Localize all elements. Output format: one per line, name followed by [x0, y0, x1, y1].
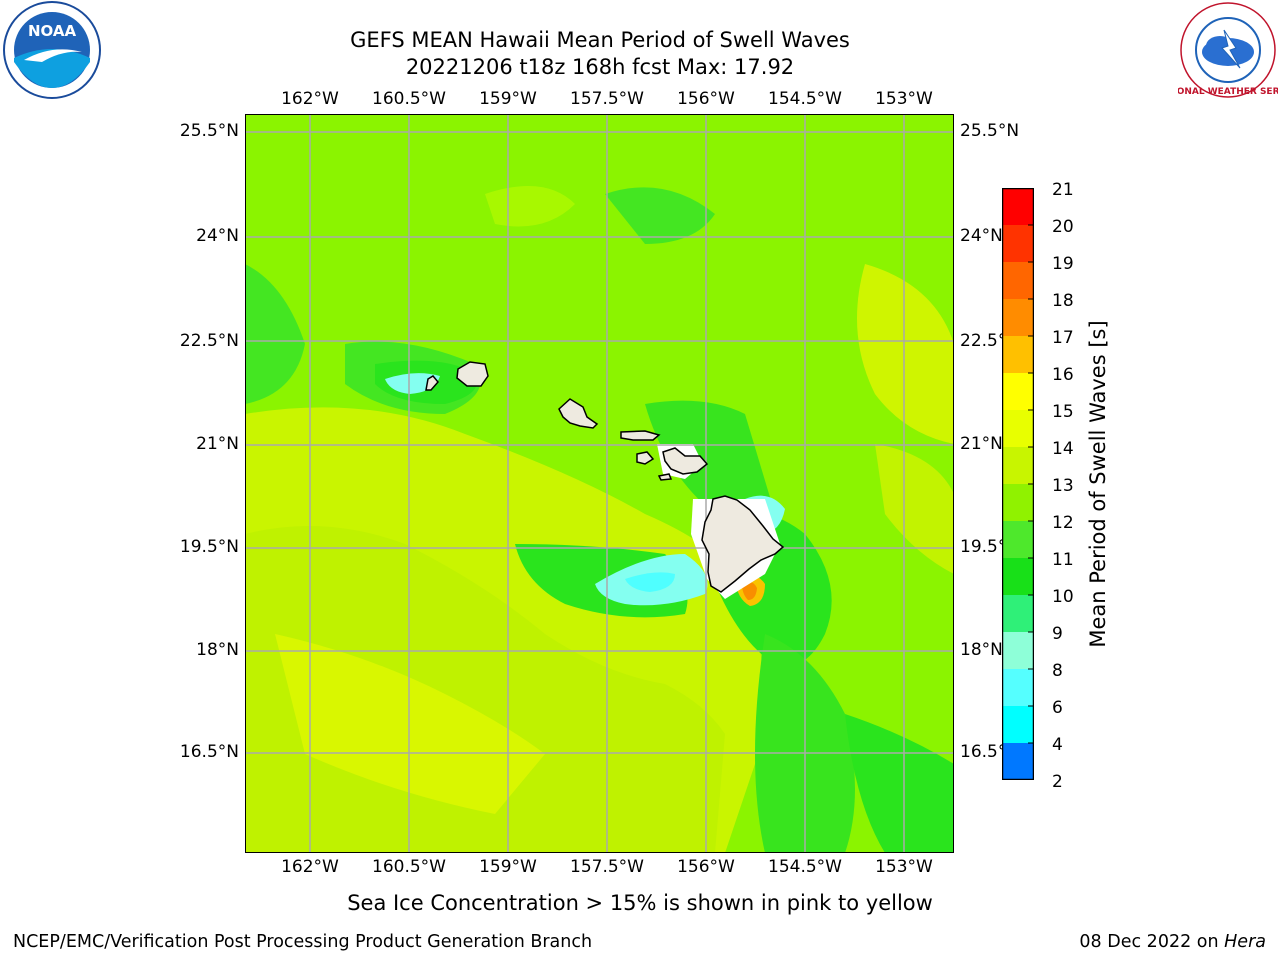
- colorbar-segment: [1002, 225, 1034, 263]
- colorbar-tick: 4: [1052, 735, 1063, 755]
- colorbar-segment: [1002, 373, 1034, 411]
- lat-label-left: 19.5°N: [179, 537, 239, 557]
- colorbar-segment: [1002, 558, 1034, 596]
- colorbar-tick: 8: [1052, 661, 1063, 681]
- lat-label-left: 25.5°N: [179, 121, 239, 141]
- sea-ice-note: Sea Ice Concentration > 15% is shown in …: [347, 891, 933, 915]
- colorbar-tick: 17: [1052, 328, 1074, 348]
- colorbar-segment: [1002, 410, 1034, 448]
- lon-label-bottom: 159°W: [479, 857, 537, 877]
- noaa-logo: NOAA: [3, 1, 101, 99]
- footer-date-text: 08 Dec 2022 on: [1079, 932, 1225, 952]
- colorbar-segment: [1002, 632, 1034, 670]
- lon-label-top: 162°W: [281, 89, 339, 109]
- island-maui: [662, 447, 709, 475]
- lon-label-top: 153°W: [875, 89, 933, 109]
- lat-label-right: 24°N: [960, 226, 1003, 246]
- lon-label-bottom: 157.5°W: [570, 857, 644, 877]
- island-hawaii: [701, 495, 785, 593]
- colorbar-tick: 15: [1052, 402, 1074, 422]
- footer-machine: Hera: [1224, 932, 1266, 952]
- nws-logo-text: NATIONAL WEATHER SERVICE: [1178, 87, 1278, 97]
- colorbar-segment: [1002, 521, 1034, 559]
- chart-title: GEFS MEAN Hawaii Mean Period of Swell Wa…: [350, 28, 850, 52]
- lon-label-top: 160.5°W: [372, 89, 446, 109]
- colorbar-tick: 6: [1052, 698, 1063, 718]
- colorbar-tick: 2: [1052, 772, 1063, 792]
- lat-label-left: 18°N: [196, 640, 239, 660]
- colorbar-tick: 20: [1052, 217, 1074, 237]
- lon-label-top: 159°W: [479, 89, 537, 109]
- colorbar-tick: 12: [1052, 513, 1074, 533]
- island-niihau: [425, 375, 439, 391]
- lat-label-left: 22.5°N: [179, 331, 239, 351]
- lat-label-right: 21°N: [960, 434, 1003, 454]
- lon-label-bottom: 153°W: [875, 857, 933, 877]
- colorbar-label: Mean Period of Swell Waves [s]: [1086, 320, 1110, 648]
- noaa-logo-text: NOAA: [28, 22, 77, 40]
- lon-label-top: 154.5°W: [768, 89, 842, 109]
- lat-label-left: 16.5°N: [179, 742, 239, 762]
- colorbar-segment: [1002, 262, 1034, 300]
- island-oahu: [558, 398, 599, 429]
- colorbar-tick: 11: [1052, 550, 1074, 570]
- colorbar-segment: [1002, 299, 1034, 337]
- colorbar-border: [1002, 188, 1034, 780]
- lon-label-bottom: 154.5°W: [768, 857, 842, 877]
- lon-label-top: 156°W: [677, 89, 735, 109]
- colorbar-tick: 13: [1052, 476, 1074, 496]
- colorbar-segment: [1002, 595, 1034, 633]
- lat-label-right: 25.5°N: [960, 121, 1020, 141]
- colorbar-segment: [1002, 669, 1034, 707]
- colorbar-tick: 10: [1052, 587, 1074, 607]
- swell-period-map: [245, 114, 954, 853]
- island-kahoolawe: [657, 473, 673, 481]
- colorbar: [1002, 188, 1034, 780]
- colorbar-segment: [1002, 743, 1034, 780]
- colorbar-segment: [1002, 336, 1034, 374]
- colorbar-segment: [1002, 188, 1034, 226]
- lat-label-left: 21°N: [196, 434, 239, 454]
- colorbar-tick: 14: [1052, 439, 1074, 459]
- lon-label-bottom: 156°W: [677, 857, 735, 877]
- colorbar-segment: [1002, 447, 1034, 485]
- colorbar-tick: 16: [1052, 365, 1074, 385]
- island-lanai: [636, 451, 655, 465]
- lon-label-bottom: 160.5°W: [372, 857, 446, 877]
- colorbar-tick: 18: [1052, 291, 1074, 311]
- nws-logo: NATIONAL WEATHER SERVICE: [1178, 2, 1278, 98]
- island-molokai: [620, 430, 661, 441]
- colorbar-segment: [1002, 484, 1034, 522]
- colorbar-tick: 9: [1052, 624, 1063, 644]
- lat-label-right: 18°N: [960, 640, 1003, 660]
- lat-label-left: 24°N: [196, 226, 239, 246]
- lon-label-bottom: 162°W: [281, 857, 339, 877]
- footer-date: 08 Dec 2022 on Hera: [1079, 932, 1266, 952]
- colorbar-segment: [1002, 706, 1034, 744]
- chart-subtitle: 20221206 t18z 168h fcst Max: 17.92: [405, 55, 795, 79]
- colorbar-tick: 19: [1052, 254, 1074, 274]
- footer-credit: NCEP/EMC/Verification Post Processing Pr…: [13, 932, 593, 952]
- colorbar-tick: 21: [1052, 180, 1074, 200]
- island-kauai: [456, 361, 489, 387]
- lon-label-top: 157.5°W: [570, 89, 644, 109]
